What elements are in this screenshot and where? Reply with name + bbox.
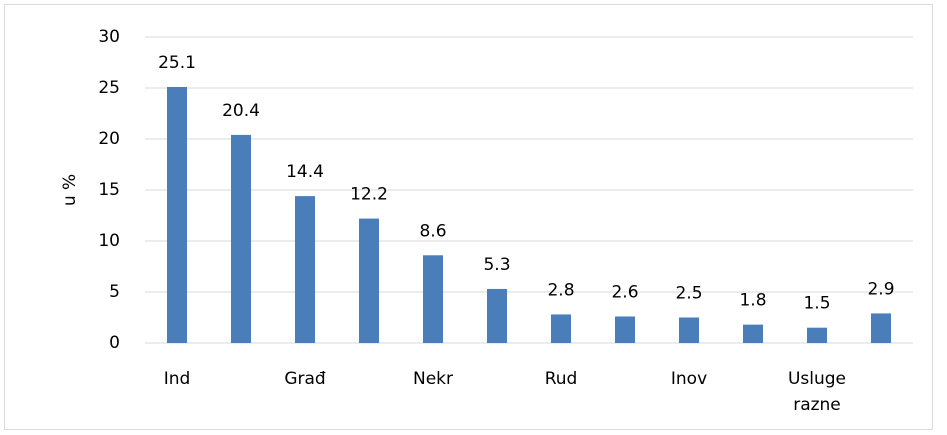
bar <box>359 218 379 343</box>
value-label: 25.1 <box>158 53 196 73</box>
bar <box>807 327 827 343</box>
bar <box>167 86 187 343</box>
value-label: 2.6 <box>611 282 638 302</box>
x-tick-label: Usluge razne <box>787 369 847 415</box>
bar <box>871 313 891 343</box>
y-tick-label: 15 <box>98 180 120 200</box>
value-label: 1.5 <box>803 294 830 314</box>
y-tick-label: 25 <box>98 78 120 98</box>
bar <box>615 316 635 343</box>
y-tick-label: 0 <box>109 333 120 353</box>
chart-frame <box>4 4 933 430</box>
bar <box>743 324 763 343</box>
value-label: 2.8 <box>547 280 574 300</box>
y-tick-label: 10 <box>98 231 120 251</box>
y-tick-label: 5 <box>109 282 120 302</box>
value-label: 2.5 <box>675 284 702 304</box>
bar <box>679 317 699 343</box>
x-tick-label: Rud <box>544 369 578 389</box>
value-label: 12.2 <box>350 185 388 205</box>
bar <box>423 255 443 343</box>
value-label: 8.6 <box>419 221 446 241</box>
value-label: 1.8 <box>739 291 766 311</box>
bar <box>551 314 571 343</box>
y-axis-title: u % <box>60 174 80 206</box>
y-tick-label: 20 <box>98 129 120 149</box>
x-tick-label: Inov <box>670 369 708 389</box>
x-tick-label: Nekr <box>412 369 453 389</box>
value-label: 5.3 <box>483 255 510 275</box>
bar <box>231 134 251 343</box>
x-tick-label: Ind <box>163 369 191 389</box>
x-tick-label: Građ <box>284 369 326 389</box>
y-tick-label: 30 <box>98 27 120 47</box>
value-label: 2.9 <box>867 279 894 299</box>
value-label: 20.4 <box>222 101 260 121</box>
value-label: 14.4 <box>286 162 324 182</box>
bar <box>295 196 315 343</box>
bar <box>487 288 507 343</box>
